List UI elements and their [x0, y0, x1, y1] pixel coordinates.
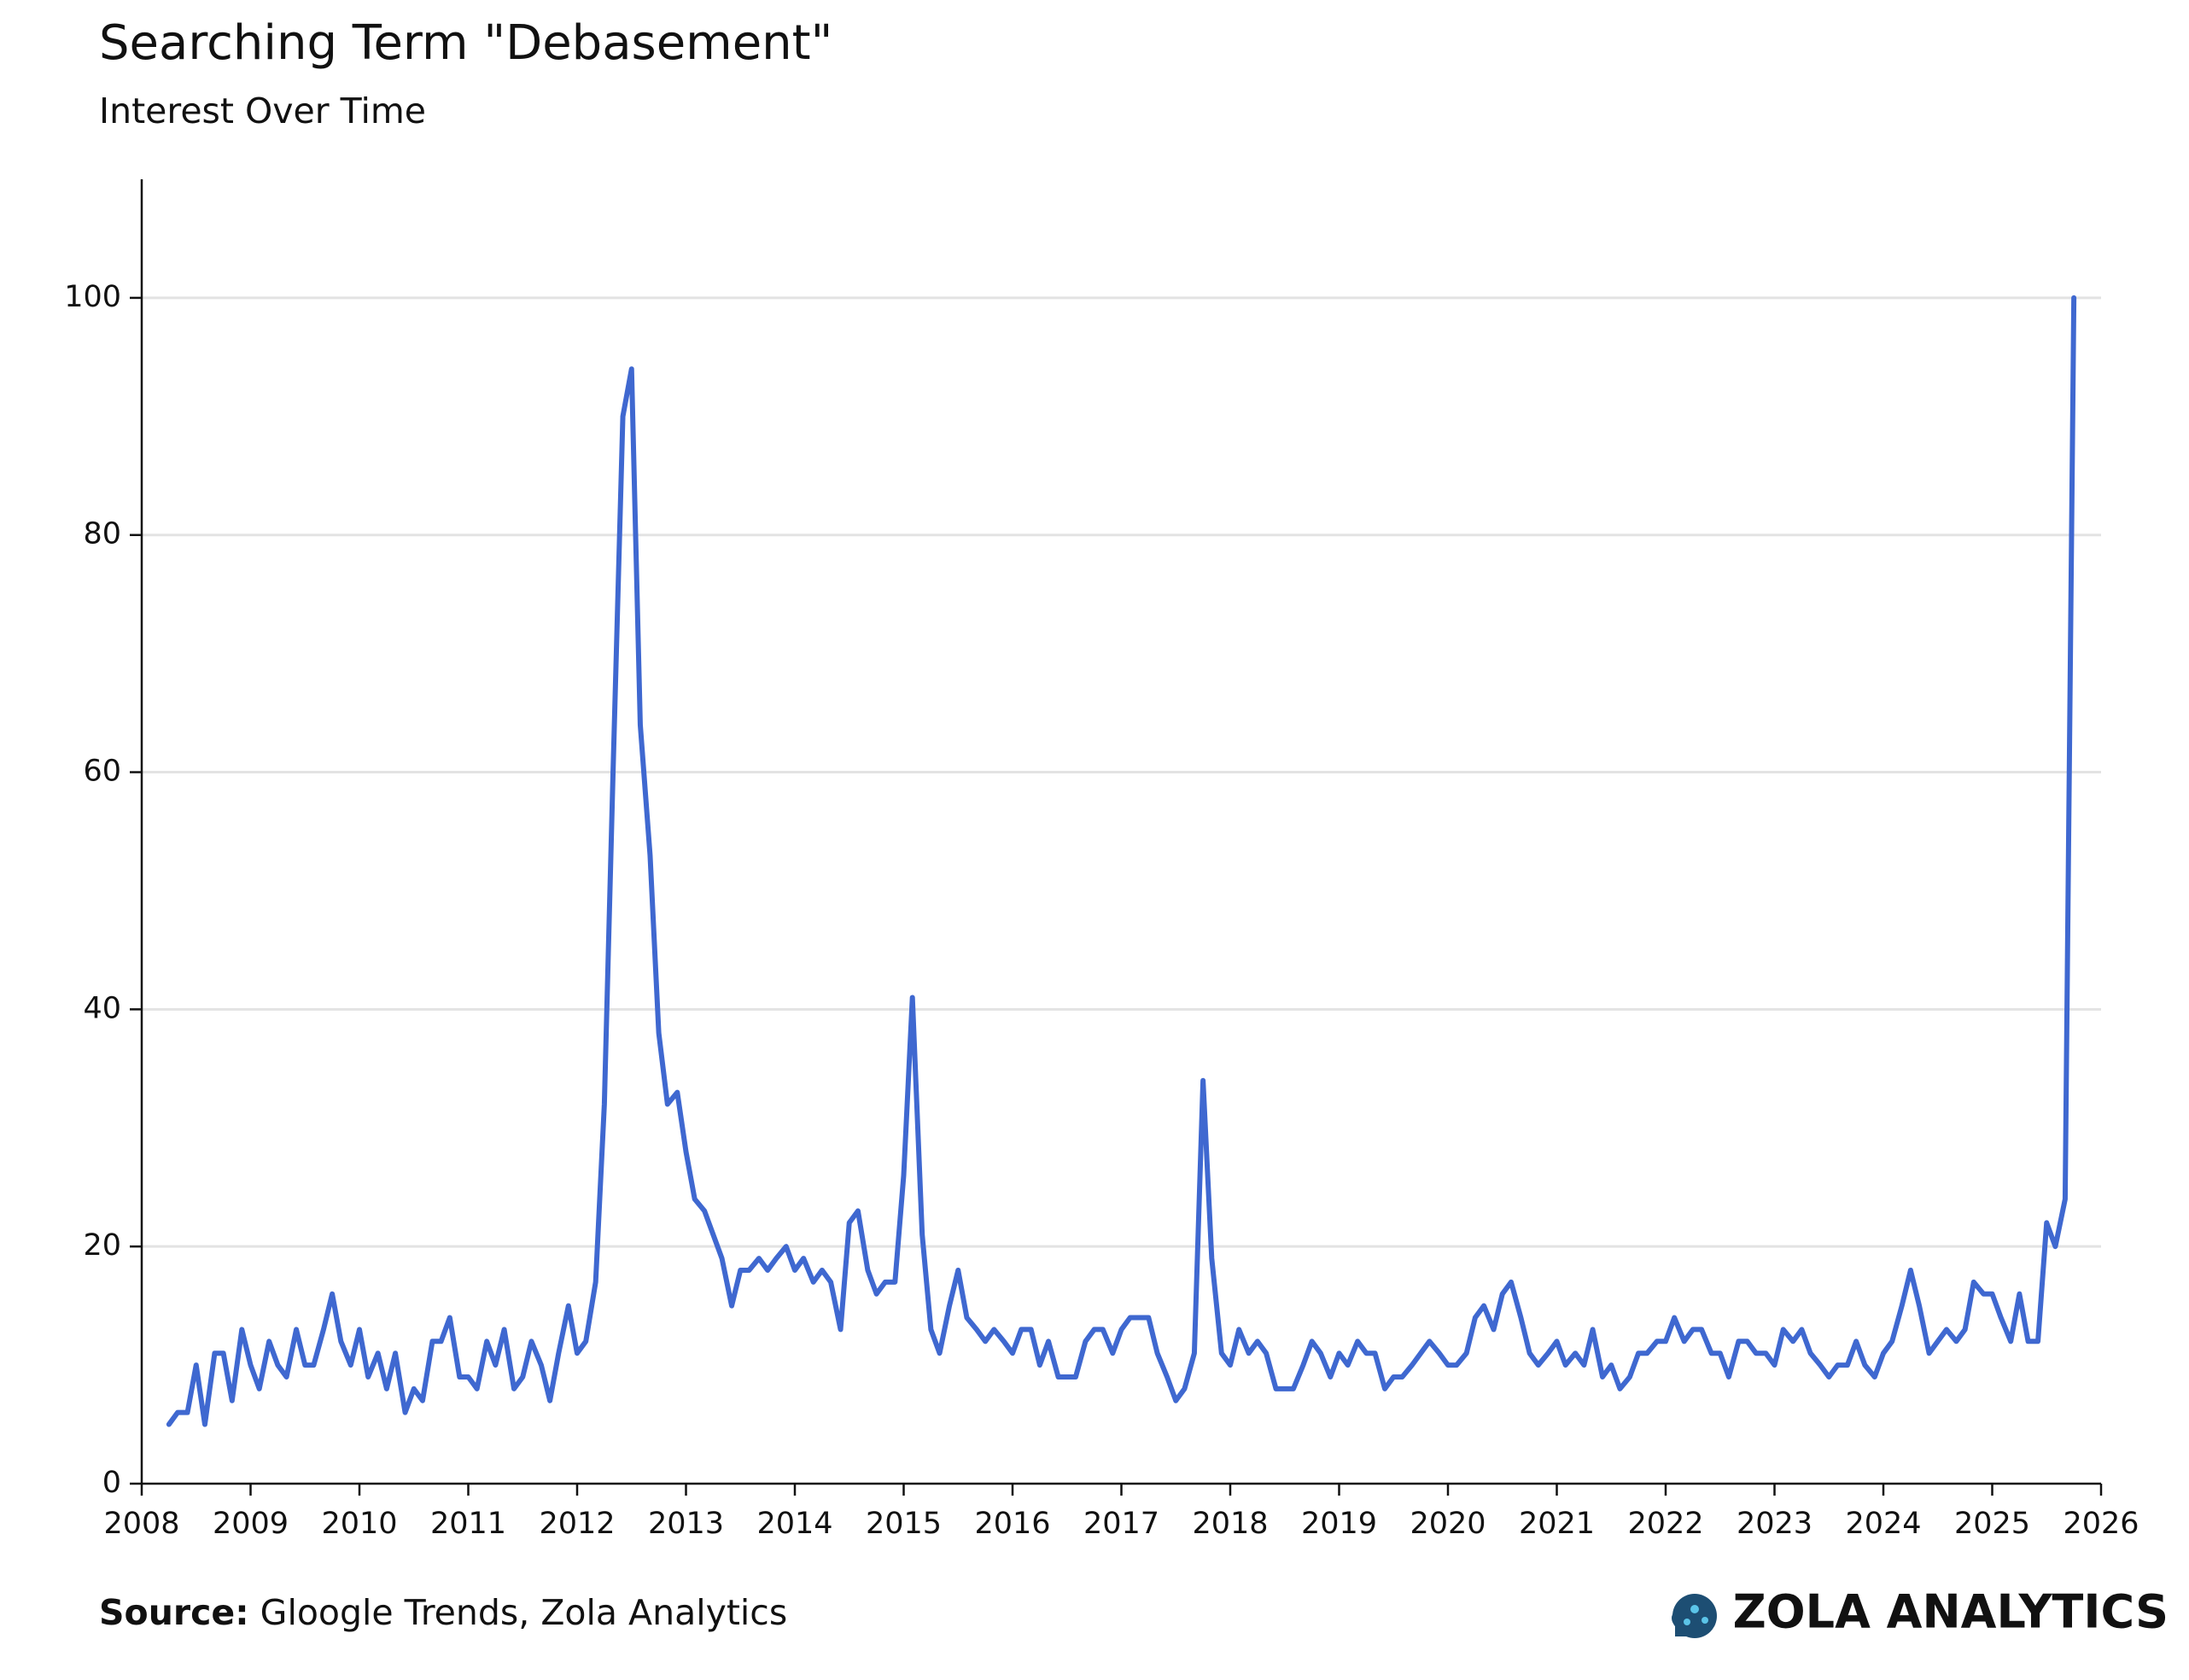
- x-tick-label: 2023: [1737, 1507, 1812, 1541]
- x-tick-label: 2016: [974, 1507, 1050, 1541]
- x-tick-label: 2026: [2063, 1507, 2139, 1541]
- x-tick-label: 2015: [866, 1507, 942, 1541]
- source: Source: Gloogle Trends, Zola Analytics: [99, 1592, 787, 1633]
- x-tick-label: 2010: [321, 1507, 397, 1541]
- x-tick-label: 2021: [1519, 1507, 1595, 1541]
- y-tick-label: 80: [83, 517, 121, 551]
- brand-logo: [1672, 1594, 1717, 1638]
- x-tick-label: 2014: [756, 1507, 832, 1541]
- chart-title: Searching Term "Debasement": [99, 15, 832, 71]
- x-tick-label: 2019: [1301, 1507, 1377, 1541]
- x-tick-label: 2022: [1627, 1507, 1703, 1541]
- data-line: [166, 295, 2077, 1427]
- source-label: Source:: [99, 1592, 249, 1633]
- y-tick-label: 0: [102, 1466, 121, 1500]
- x-tick-label: 2024: [1845, 1507, 1921, 1541]
- x-tick-label: 2017: [1083, 1507, 1159, 1541]
- x-tick-label: 2013: [648, 1507, 724, 1541]
- x-tick-label: 2011: [430, 1507, 506, 1541]
- y-tick-label: 40: [83, 991, 121, 1025]
- y-tick-label: 60: [83, 755, 121, 789]
- source-text: Gloogle Trends, Zola Analytics: [260, 1592, 788, 1633]
- x-tick-label: 2020: [1410, 1507, 1486, 1541]
- x-tick-label: 2008: [103, 1507, 179, 1541]
- y-tick-label: 100: [64, 280, 121, 314]
- y-tick-label: 20: [83, 1228, 121, 1263]
- x-tick-label: 2009: [213, 1507, 289, 1541]
- x-tick-label: 2018: [1192, 1507, 1268, 1541]
- x-tick-label: 2012: [539, 1507, 615, 1541]
- chart-subtitle: Interest Over Time: [99, 90, 426, 131]
- brand-name: ZOLA ANALYTICS: [1733, 1585, 2169, 1639]
- x-tick-label: 2025: [1954, 1507, 2030, 1541]
